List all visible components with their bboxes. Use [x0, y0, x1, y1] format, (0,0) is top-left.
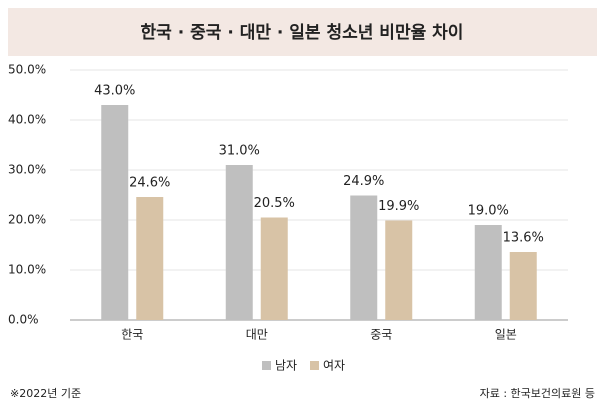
x-tick-label: 한국 [121, 328, 143, 342]
value-label: 24.9% [343, 174, 384, 189]
bar [509, 252, 537, 320]
y-tick-label: 30.0% [8, 163, 46, 177]
source: 자료 : 한국보건의료원 등 [480, 387, 595, 400]
bar [101, 105, 129, 320]
value-label: 24.6% [129, 176, 170, 191]
title-band [8, 8, 597, 56]
y-tick-label: 20.0% [8, 213, 46, 227]
y-tick-label: 50.0% [8, 63, 46, 77]
value-label: 31.0% [219, 144, 260, 159]
bar [260, 217, 288, 320]
y-tick-label: 0.0% [8, 313, 39, 327]
x-tick-label: 일본 [495, 328, 517, 342]
x-tick-label: 대만 [246, 328, 268, 342]
value-label: 19.9% [378, 199, 419, 214]
bar [474, 225, 502, 320]
x-tick-label: 중국 [370, 328, 392, 342]
value-label: 20.5% [254, 196, 295, 211]
value-label: 43.0% [94, 84, 135, 99]
legend-label: 남자 [275, 359, 297, 373]
value-label: 19.0% [468, 204, 509, 219]
bar [385, 220, 413, 320]
bar [136, 197, 164, 320]
y-tick-label: 10.0% [8, 263, 46, 277]
legend-swatch [262, 361, 271, 370]
value-label: 13.6% [503, 231, 544, 246]
footnote: ※2022년 기준 [10, 387, 81, 400]
bar [350, 195, 378, 320]
chart-title: 한국 · 중국 · 대만 · 일본 청소년 비만율 차이 [141, 22, 464, 43]
y-tick-label: 40.0% [8, 113, 46, 127]
legend-label: 여자 [323, 359, 345, 373]
bar [225, 165, 253, 320]
legend-swatch [310, 361, 319, 370]
